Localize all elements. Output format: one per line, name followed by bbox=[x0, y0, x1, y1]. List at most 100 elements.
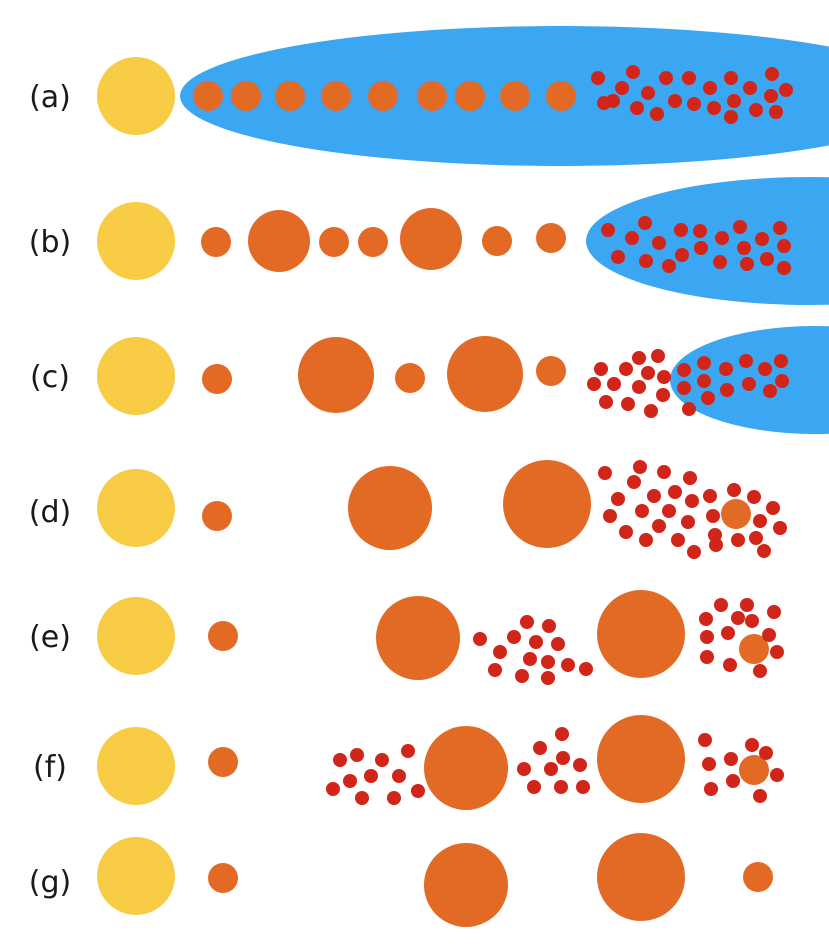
pebble bbox=[573, 758, 587, 772]
pebble bbox=[541, 671, 555, 685]
pebble bbox=[745, 614, 759, 628]
embryo bbox=[193, 81, 223, 111]
planet-embryo bbox=[739, 634, 769, 664]
planet-large bbox=[503, 460, 591, 548]
row-label-g: (g) bbox=[29, 865, 71, 900]
pebble bbox=[701, 391, 715, 405]
pebble bbox=[737, 241, 751, 255]
pebble bbox=[687, 545, 701, 559]
pebble bbox=[326, 782, 340, 796]
pebble bbox=[774, 354, 788, 368]
pebble bbox=[668, 485, 682, 499]
pebble bbox=[777, 239, 791, 253]
planets bbox=[208, 715, 769, 810]
pebble bbox=[682, 402, 696, 416]
pebble bbox=[674, 223, 688, 237]
pebble-cluster bbox=[601, 216, 791, 275]
pebble bbox=[763, 384, 777, 398]
embryo bbox=[455, 81, 485, 111]
pebble bbox=[662, 504, 676, 518]
pebble bbox=[760, 252, 774, 266]
pebble bbox=[681, 515, 695, 529]
pebble bbox=[632, 351, 646, 365]
row-b: (b) bbox=[29, 177, 829, 305]
pebble bbox=[579, 662, 593, 676]
pebble bbox=[758, 362, 772, 376]
pebble bbox=[599, 395, 613, 409]
pebble bbox=[700, 650, 714, 664]
pebble bbox=[621, 397, 635, 411]
row-f: (f) bbox=[33, 715, 784, 810]
pebble bbox=[719, 362, 733, 376]
pebble bbox=[662, 259, 676, 273]
pebble bbox=[721, 626, 735, 640]
pebble bbox=[555, 727, 569, 741]
pebble bbox=[355, 791, 369, 805]
pebble bbox=[694, 241, 708, 255]
pebble bbox=[493, 645, 507, 659]
pebble bbox=[556, 751, 570, 765]
pebble bbox=[779, 83, 793, 97]
pebble bbox=[777, 261, 791, 275]
planet-large bbox=[424, 726, 508, 810]
planet-small bbox=[536, 223, 566, 253]
pebble bbox=[731, 611, 745, 625]
row-g: (g) bbox=[29, 833, 773, 927]
pebble bbox=[668, 94, 682, 108]
planet-large bbox=[424, 843, 508, 927]
pebble bbox=[591, 71, 605, 85]
row-c: (c) bbox=[30, 326, 829, 434]
pebble bbox=[542, 619, 556, 633]
pebble bbox=[651, 349, 665, 363]
pebble bbox=[594, 362, 608, 376]
pebble bbox=[635, 504, 649, 518]
pebble bbox=[619, 362, 633, 376]
pebble bbox=[714, 598, 728, 612]
pebble bbox=[773, 521, 787, 535]
star bbox=[97, 597, 175, 675]
row-label-f: (f) bbox=[33, 750, 67, 785]
pebble bbox=[753, 789, 767, 803]
pebble bbox=[675, 248, 689, 262]
pebble bbox=[727, 483, 741, 497]
pebble bbox=[749, 103, 763, 117]
pebble bbox=[364, 769, 378, 783]
planet-small bbox=[202, 501, 232, 531]
pebble bbox=[507, 630, 521, 644]
embryo bbox=[417, 81, 447, 111]
star bbox=[97, 837, 175, 915]
pebble bbox=[759, 746, 773, 760]
pebble bbox=[603, 509, 617, 523]
pebble bbox=[541, 655, 555, 669]
pebble bbox=[745, 738, 759, 752]
pebble-cluster bbox=[326, 727, 784, 805]
pebble bbox=[726, 774, 740, 788]
pebble bbox=[630, 101, 644, 115]
pebble bbox=[576, 780, 590, 794]
embryo bbox=[321, 81, 351, 111]
planet-large bbox=[348, 466, 432, 550]
pebble bbox=[697, 374, 711, 388]
planets bbox=[202, 460, 751, 550]
row-label-c: (c) bbox=[30, 360, 70, 395]
gas-disk bbox=[586, 177, 829, 305]
row-e: (e) bbox=[29, 590, 784, 685]
pebble bbox=[473, 632, 487, 646]
pebble bbox=[765, 67, 779, 81]
planet-large bbox=[298, 337, 374, 413]
planet-large bbox=[376, 596, 460, 680]
pebble bbox=[723, 658, 737, 672]
pebble bbox=[598, 466, 612, 480]
pebble-cluster bbox=[587, 349, 789, 418]
pebble bbox=[704, 782, 718, 796]
pebble bbox=[611, 250, 625, 264]
planets bbox=[208, 590, 769, 680]
pebble bbox=[517, 762, 531, 776]
pebble bbox=[703, 81, 717, 95]
pebble bbox=[740, 598, 754, 612]
pebble bbox=[350, 748, 364, 762]
pebble bbox=[657, 465, 671, 479]
pebble bbox=[757, 544, 771, 558]
pebble bbox=[743, 81, 757, 95]
star bbox=[97, 57, 175, 135]
